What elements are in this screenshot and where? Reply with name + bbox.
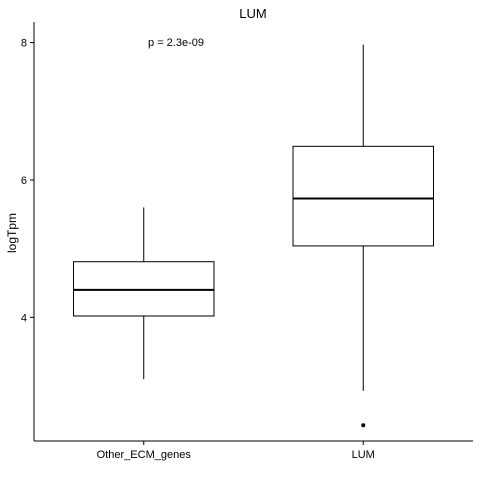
x-tick-label: LUM: [352, 449, 375, 461]
chart-title: LUM: [239, 6, 266, 21]
y-axis-label: logTpm: [5, 213, 19, 253]
p-value-annotation: p = 2.3e-09: [148, 37, 204, 49]
box-other-ecm-genes: [73, 261, 215, 317]
y-tick-label: 6: [21, 175, 27, 187]
box-lum: [292, 145, 434, 247]
plot-area: 4 6 8 Other_ECM_genes LUM: [21, 38, 434, 461]
x-tick-label: Other_ECM_genes: [97, 449, 192, 461]
outlier-point-lum: [361, 423, 366, 428]
y-tick-label: 4: [21, 312, 27, 324]
y-tick-label: 8: [21, 38, 27, 50]
